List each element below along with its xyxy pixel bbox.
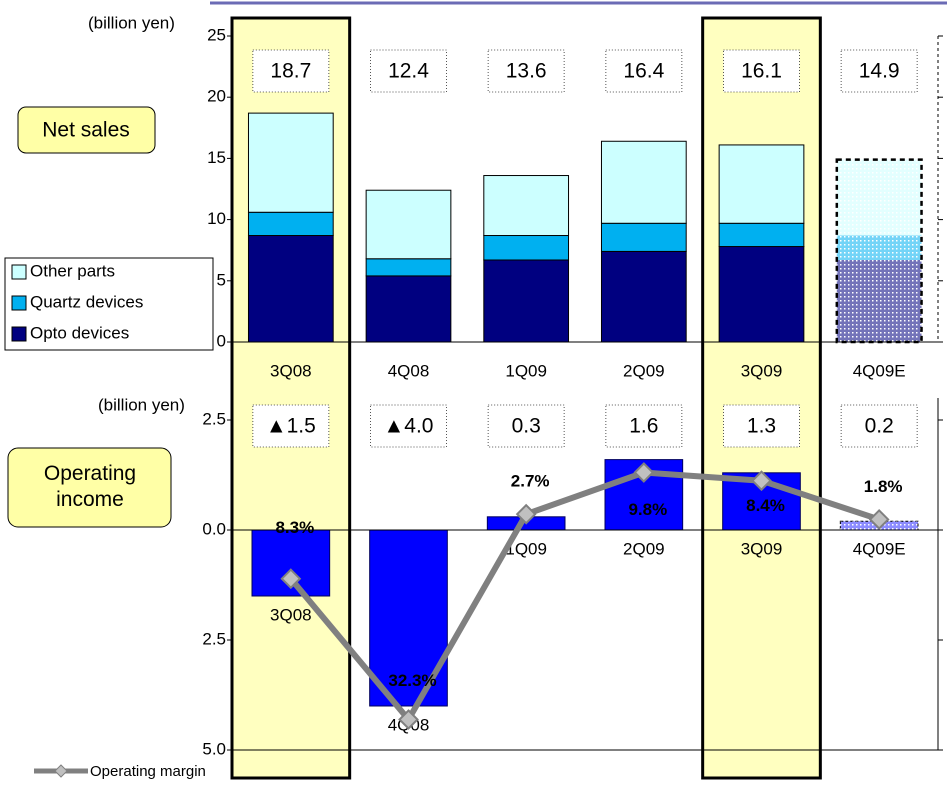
margin-marker <box>515 503 537 525</box>
margin-label: 2.7% <box>511 472 550 491</box>
legend-swatch <box>11 264 27 280</box>
y-tick-label: 0 <box>217 331 226 350</box>
x-tick-label: 3Q08 <box>270 605 312 624</box>
y-tick-label: 2.5 <box>202 629 226 648</box>
value-label: 1.3 <box>747 415 776 438</box>
x-tick-label: 3Q09 <box>741 361 783 380</box>
bar-segment <box>247 235 334 343</box>
y-tick-label: 0.0 <box>202 519 226 538</box>
bar-segment <box>365 275 452 343</box>
legend-label: Opto devices <box>30 323 129 342</box>
bar-segment <box>483 235 570 261</box>
y-tick-label: 2.5 <box>202 409 226 428</box>
margin-marker <box>633 462 655 483</box>
y-tick-label: 5 <box>217 270 226 289</box>
pattern <box>836 259 922 342</box>
value-label: 16.4 <box>623 60 664 83</box>
x-tick-label: 4Q08 <box>388 361 430 380</box>
y-tick-label: 25 <box>207 25 226 44</box>
x-tick-label: 4Q09E <box>853 539 906 558</box>
bar-segment <box>718 246 805 343</box>
y-tick-label: 10 <box>207 209 226 228</box>
margin-marker <box>398 709 419 730</box>
value-box <box>487 404 565 448</box>
value-label: 16.1 <box>741 60 782 83</box>
bar-segment <box>718 222 805 248</box>
value-label: ▲4.0 <box>384 415 434 438</box>
margin-label: 1.8% <box>864 477 903 496</box>
value-box <box>723 49 800 93</box>
value-box <box>605 49 683 93</box>
value-label: 12.4 <box>388 60 429 83</box>
x-tick-label: 1Q09 <box>505 539 547 558</box>
highlight-column <box>701 16 822 780</box>
value-box <box>252 404 330 448</box>
value-box <box>370 49 447 93</box>
value-label: 13.6 <box>506 60 547 83</box>
chart-label: Net sales <box>42 119 130 142</box>
value-label: 0.3 <box>512 415 541 438</box>
legend-marker <box>54 764 68 778</box>
value-label: 0.2 <box>865 415 894 438</box>
value-label: 18.7 <box>270 60 311 83</box>
margin-label: 8.3% <box>275 518 314 537</box>
value-label: 1.6 <box>629 415 658 438</box>
margin-marker <box>868 509 890 530</box>
legend-label: Quartz devices <box>30 292 143 311</box>
value-box <box>840 404 918 448</box>
axis-title: (billion yen) <box>88 13 175 32</box>
bar-segment <box>600 140 687 224</box>
y-tick-label: 15 <box>207 148 226 167</box>
y-tick-label: 20 <box>207 87 226 106</box>
bar-segment <box>247 211 334 237</box>
bar-segment <box>247 112 334 213</box>
bar-segment <box>365 189 452 260</box>
x-tick-label: 2Q09 <box>623 361 665 380</box>
margin-marker <box>280 568 302 590</box>
pattern <box>836 235 922 260</box>
bar-segment <box>718 144 805 224</box>
bar-segment <box>600 250 687 343</box>
legend-label: Other parts <box>30 261 115 280</box>
x-tick-label: 3Q08 <box>270 361 312 380</box>
x-tick-label: 2Q09 <box>623 539 665 558</box>
value-box <box>723 404 800 448</box>
chart-label: Operating income <box>44 462 136 511</box>
value-box <box>252 49 330 93</box>
margin-label: 8.4% <box>746 496 785 515</box>
margin-line <box>288 469 881 725</box>
bar-segment <box>600 222 687 252</box>
legend-swatch <box>11 295 27 311</box>
label-box <box>7 447 172 528</box>
value-label: 14.9 <box>859 60 900 83</box>
bar-segment <box>483 175 570 237</box>
margin-marker <box>751 470 772 492</box>
label-box <box>17 106 156 154</box>
x-tick-label: 4Q09E <box>853 361 906 380</box>
x-tick-label: 1Q09 <box>505 361 547 380</box>
value-box <box>605 404 683 448</box>
legend-label: Operating margin <box>90 763 206 780</box>
pattern <box>836 159 922 236</box>
bar-segment <box>365 258 452 277</box>
value-box <box>840 49 918 93</box>
legend-swatch <box>11 326 27 342</box>
axis-title: (billion yen) <box>98 395 185 414</box>
margin-label: 32.3% <box>388 671 436 690</box>
y-tick-label: 5.0 <box>202 739 226 758</box>
x-tick-label: 3Q09 <box>741 539 783 558</box>
value-box <box>487 49 565 93</box>
legend <box>4 257 214 351</box>
value-label: ▲1.5 <box>266 415 316 438</box>
margin-label: 9.8% <box>628 500 667 519</box>
value-box <box>370 404 447 448</box>
bar-segment <box>483 259 570 343</box>
